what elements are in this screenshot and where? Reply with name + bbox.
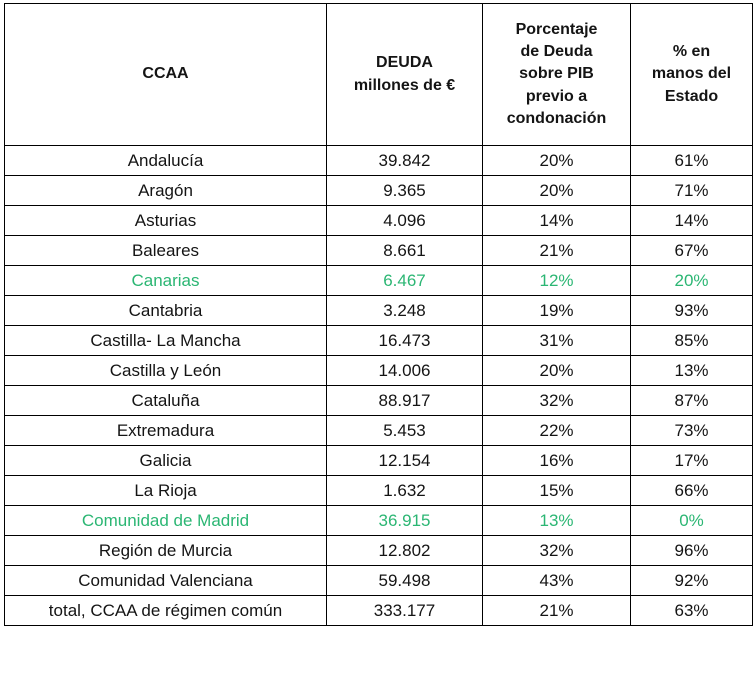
cell-deuda: 39.842 bbox=[326, 145, 483, 176]
cell-estado: 63% bbox=[630, 595, 753, 626]
cell-deuda: 8.661 bbox=[326, 235, 483, 266]
cell-pib: 20% bbox=[482, 145, 631, 176]
table-row: Región de Murcia 12.802 32% 96% bbox=[4, 535, 753, 566]
cell-pib: 43% bbox=[482, 565, 631, 596]
cell-estado: 87% bbox=[630, 385, 753, 416]
cell-estado: 96% bbox=[630, 535, 753, 566]
cell-pib: 14% bbox=[482, 205, 631, 236]
table-row: Baleares 8.661 21% 67% bbox=[4, 235, 753, 266]
cell-deuda: 16.473 bbox=[326, 325, 483, 356]
table-row: La Rioja 1.632 15% 66% bbox=[4, 475, 753, 506]
cell-pib: 22% bbox=[482, 415, 631, 446]
cell-ccaa: total, CCAA de régimen común bbox=[4, 595, 327, 626]
cell-ccaa: Aragón bbox=[4, 175, 327, 206]
cell-estado: 71% bbox=[630, 175, 753, 206]
cell-deuda: 14.006 bbox=[326, 355, 483, 386]
cell-pib: 20% bbox=[482, 175, 631, 206]
cell-estado: 73% bbox=[630, 415, 753, 446]
table-row: Andalucía 39.842 20% 61% bbox=[4, 145, 753, 176]
cell-ccaa: Asturias bbox=[4, 205, 327, 236]
table-header-row: CCAA DEUDA millones de € Porcentaje de D… bbox=[4, 3, 753, 146]
cell-deuda: 59.498 bbox=[326, 565, 483, 596]
cell-ccaa: Cataluña bbox=[4, 385, 327, 416]
table-row: Castilla y León 14.006 20% 13% bbox=[4, 355, 753, 386]
table-row: Extremadura 5.453 22% 73% bbox=[4, 415, 753, 446]
table-row: Comunidad Valenciana 59.498 43% 92% bbox=[4, 565, 753, 596]
header-ccaa: CCAA bbox=[4, 3, 327, 146]
cell-deuda: 12.802 bbox=[326, 535, 483, 566]
header-deuda: DEUDA millones de € bbox=[326, 3, 483, 146]
cell-pib: 19% bbox=[482, 295, 631, 326]
cell-pib: 16% bbox=[482, 445, 631, 476]
cell-deuda: 9.365 bbox=[326, 175, 483, 206]
cell-deuda: 1.632 bbox=[326, 475, 483, 506]
cell-ccaa: Cantabria bbox=[4, 295, 327, 326]
cell-deuda: 6.467 bbox=[326, 265, 483, 296]
table-row: Comunidad de Madrid 36.915 13% 0% bbox=[4, 505, 753, 536]
cell-ccaa: Comunidad de Madrid bbox=[4, 505, 327, 536]
table-row: Galicia 12.154 16% 17% bbox=[4, 445, 753, 476]
cell-ccaa: Castilla y León bbox=[4, 355, 327, 386]
cell-estado: 61% bbox=[630, 145, 753, 176]
cell-estado: 0% bbox=[630, 505, 753, 536]
cell-pib: 31% bbox=[482, 325, 631, 356]
cell-estado: 13% bbox=[630, 355, 753, 386]
cell-ccaa: Andalucía bbox=[4, 145, 327, 176]
debt-table: CCAA DEUDA millones de € Porcentaje de D… bbox=[4, 3, 753, 626]
cell-ccaa: Comunidad Valenciana bbox=[4, 565, 327, 596]
cell-estado: 66% bbox=[630, 475, 753, 506]
cell-deuda: 88.917 bbox=[326, 385, 483, 416]
cell-pib: 21% bbox=[482, 595, 631, 626]
cell-estado: 67% bbox=[630, 235, 753, 266]
cell-pib: 21% bbox=[482, 235, 631, 266]
cell-estado: 17% bbox=[630, 445, 753, 476]
cell-pib: 32% bbox=[482, 535, 631, 566]
cell-deuda: 4.096 bbox=[326, 205, 483, 236]
cell-pib: 15% bbox=[482, 475, 631, 506]
cell-deuda: 5.453 bbox=[326, 415, 483, 446]
table-row: Cantabria 3.248 19% 93% bbox=[4, 295, 753, 326]
cell-ccaa: Canarias bbox=[4, 265, 327, 296]
table-row: Canarias 6.467 12% 20% bbox=[4, 265, 753, 296]
header-pib: Porcentaje de Deuda sobre PIB previo a c… bbox=[482, 3, 631, 146]
header-estado: % en manos del Estado bbox=[630, 3, 753, 146]
table-body: Andalucía 39.842 20% 61% Aragón 9.365 20… bbox=[4, 145, 753, 626]
cell-pib: 13% bbox=[482, 505, 631, 536]
cell-ccaa: La Rioja bbox=[4, 475, 327, 506]
cell-pib: 20% bbox=[482, 355, 631, 386]
table-row: Castilla- La Mancha 16.473 31% 85% bbox=[4, 325, 753, 356]
cell-deuda: 12.154 bbox=[326, 445, 483, 476]
cell-ccaa: Baleares bbox=[4, 235, 327, 266]
cell-pib: 12% bbox=[482, 265, 631, 296]
cell-ccaa: Extremadura bbox=[4, 415, 327, 446]
cell-deuda: 3.248 bbox=[326, 295, 483, 326]
table-row: Asturias 4.096 14% 14% bbox=[4, 205, 753, 236]
table-row: Cataluña 88.917 32% 87% bbox=[4, 385, 753, 416]
table-row: total, CCAA de régimen común 333.177 21%… bbox=[4, 595, 753, 626]
cell-ccaa: Castilla- La Mancha bbox=[4, 325, 327, 356]
cell-estado: 93% bbox=[630, 295, 753, 326]
cell-deuda: 36.915 bbox=[326, 505, 483, 536]
cell-ccaa: Galicia bbox=[4, 445, 327, 476]
cell-deuda: 333.177 bbox=[326, 595, 483, 626]
cell-estado: 20% bbox=[630, 265, 753, 296]
cell-estado: 14% bbox=[630, 205, 753, 236]
cell-pib: 32% bbox=[482, 385, 631, 416]
cell-estado: 92% bbox=[630, 565, 753, 596]
cell-ccaa: Región de Murcia bbox=[4, 535, 327, 566]
table-row: Aragón 9.365 20% 71% bbox=[4, 175, 753, 206]
cell-estado: 85% bbox=[630, 325, 753, 356]
